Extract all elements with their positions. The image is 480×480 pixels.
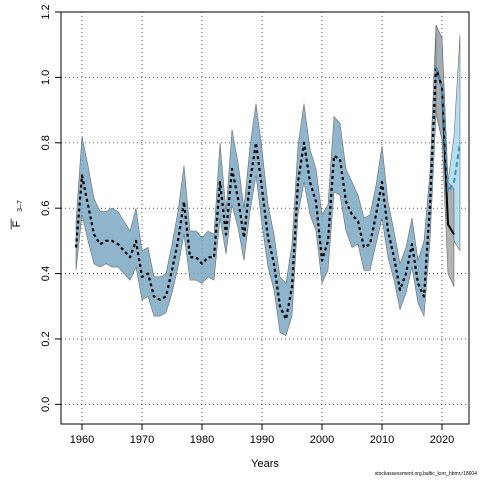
y-tick-label: 0.0	[40, 397, 52, 412]
y-axis-title: F — 3–7	[5, 200, 24, 229]
y-tick-label: 0.2	[40, 331, 52, 346]
y-tick-label: 0.8	[40, 135, 52, 150]
source-credit: stockassessment.org,baltic_korr_hbmr,r18…	[374, 471, 477, 477]
y-axis-title-main: F	[11, 220, 23, 227]
series-lines	[74, 66, 461, 321]
x-tick-label: 1980	[190, 434, 214, 446]
x-axis: 1960 1970 1980 1990 2000 2010 2020	[70, 424, 454, 446]
plot-frame	[60, 11, 470, 425]
y-tick-label: 0.4	[40, 266, 52, 281]
confidence-bands	[75, 24, 461, 337]
x-tick-label: 1970	[130, 434, 154, 446]
y-tick-label: 0.6	[40, 201, 52, 216]
x-tick-label: 2020	[430, 434, 454, 446]
series-line	[74, 66, 444, 321]
x-tick-label: 1990	[250, 434, 274, 446]
y-axis: 0.0 0.2 0.4 0.6 0.8 1.0 1.2	[40, 4, 61, 412]
x-tick-label: 2010	[370, 434, 394, 446]
y-axis-title-subscript: 3–7	[17, 200, 24, 212]
y-tick-label: 1.2	[40, 4, 52, 19]
y-axis-title-overbar: —	[5, 219, 17, 230]
x-tick-label: 2000	[310, 434, 334, 446]
x-tick-label: 1960	[70, 434, 94, 446]
y-tick-label: 1.0	[40, 70, 52, 85]
x-axis-title: Years	[251, 458, 279, 470]
confidence-band	[75, 24, 443, 337]
